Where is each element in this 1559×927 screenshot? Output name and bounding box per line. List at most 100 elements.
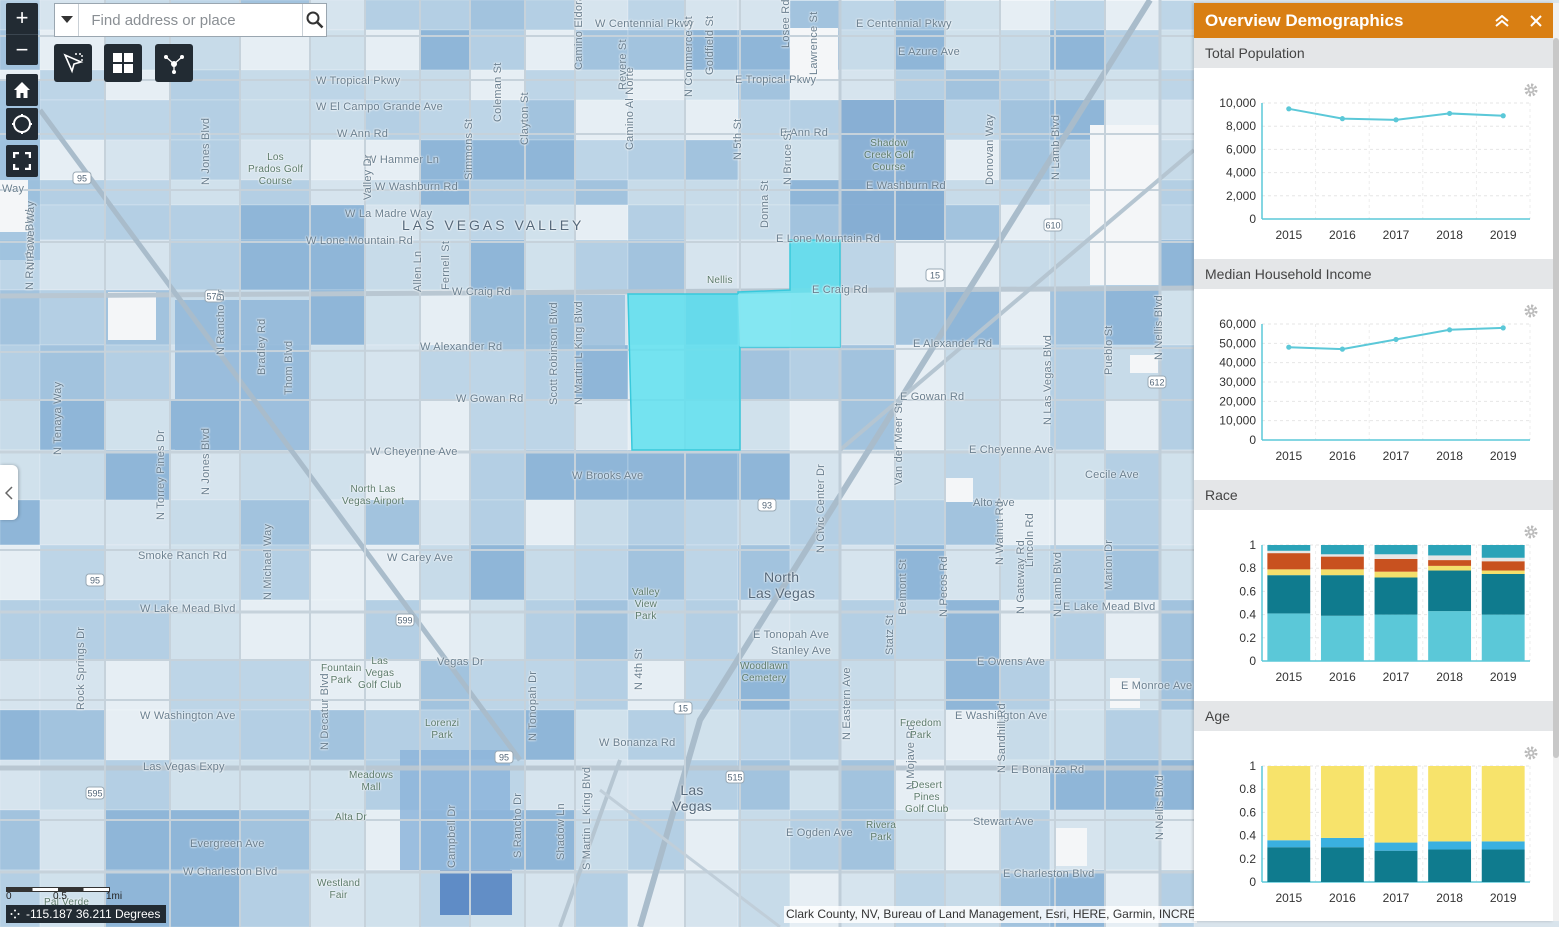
census-tract[interactable] [574,499,629,546]
census-tract[interactable] [999,0,1051,31]
bar-segment[interactable] [1428,555,1472,561]
zoom-out-button[interactable]: − [6,34,38,66]
census-tract[interactable] [469,544,526,601]
census-tract[interactable] [684,179,739,206]
census-tract[interactable] [419,69,471,101]
bar-segment[interactable] [1267,575,1311,614]
census-tract[interactable] [524,0,576,31]
census-tract[interactable] [104,449,171,501]
census-tract[interactable] [839,344,896,401]
census-tract[interactable] [789,709,841,761]
census-tract[interactable] [627,139,686,181]
census-tract[interactable] [169,499,241,546]
bar-segment[interactable] [1267,766,1311,841]
census-tract[interactable] [574,204,629,241]
census-tract[interactable] [524,399,576,451]
share-button[interactable] [155,44,193,82]
census-tract[interactable] [309,659,366,711]
census-tract[interactable] [239,239,311,291]
census-tract[interactable] [0,599,41,661]
census-tract[interactable] [524,869,576,927]
census-tract[interactable] [839,69,896,101]
settings-gear-icon[interactable] [1523,524,1539,540]
census-tract[interactable] [524,544,576,601]
census-tract[interactable] [1049,344,1106,401]
bar-segment[interactable] [1374,571,1418,578]
bar-segment[interactable] [1481,570,1525,574]
data-point[interactable] [1339,116,1345,122]
census-tract[interactable] [789,599,841,661]
census-tract[interactable] [364,869,421,927]
census-tract[interactable] [104,139,171,181]
census-tract[interactable] [944,0,1001,31]
census-tract[interactable] [684,204,739,241]
census-tract[interactable] [309,544,366,601]
census-tract[interactable] [894,399,946,451]
census-tract[interactable] [469,69,526,101]
census-tract[interactable] [469,499,526,546]
census-tract[interactable] [39,399,106,451]
census-tract[interactable] [999,499,1051,546]
census-tract[interactable] [684,869,739,927]
section-header-income[interactable]: Median Household Income [1194,259,1553,289]
census-tract[interactable] [1159,499,1195,546]
census-tract[interactable] [1159,0,1195,31]
census-tract[interactable] [894,239,946,291]
bar-segment[interactable] [1428,611,1472,661]
census-tract[interactable] [1104,499,1161,546]
census-tract[interactable] [1159,179,1195,206]
census-tract[interactable] [1104,449,1161,501]
census-tract[interactable] [574,239,629,291]
bar-segment[interactable] [1428,560,1472,566]
bar-segment[interactable] [1374,554,1418,559]
census-tract[interactable] [419,449,471,501]
census-tract[interactable] [737,344,791,401]
census-tract[interactable] [839,544,896,601]
census-tract[interactable] [309,869,366,927]
census-tract[interactable] [737,869,791,927]
census-tract[interactable] [39,139,106,181]
bar-segment[interactable] [1320,545,1364,555]
data-point[interactable] [1286,344,1292,350]
census-tract[interactable] [419,139,471,181]
census-tract[interactable] [999,239,1051,291]
census-tract[interactable] [39,289,106,346]
bar-segment[interactable] [1481,841,1525,850]
search-source-dropdown[interactable] [55,4,80,36]
census-tract[interactable] [1049,709,1106,761]
census-tract[interactable] [737,179,791,206]
census-tract[interactable] [737,399,791,451]
census-tract[interactable] [627,544,686,601]
census-tract[interactable] [839,499,896,546]
census-tract[interactable] [1104,709,1161,761]
census-tract[interactable] [469,399,526,451]
census-tract[interactable] [1049,544,1106,601]
census-tract[interactable] [737,709,791,761]
census-tract[interactable] [999,449,1051,501]
census-tract[interactable] [789,399,841,451]
census-tract[interactable] [684,544,739,601]
panel-scrollbar-thumb[interactable] [1553,38,1559,758]
census-tract[interactable] [239,709,311,761]
bar-segment[interactable] [1320,569,1364,576]
bar-segment[interactable] [1428,766,1472,842]
census-tract[interactable] [789,204,841,241]
census-tract[interactable] [627,599,686,661]
census-tract[interactable] [789,449,841,501]
census-tract[interactable] [789,659,841,711]
census-tract[interactable] [309,599,366,661]
bar-segment[interactable] [1374,842,1418,851]
census-tract[interactable] [1159,204,1195,241]
census-tract[interactable] [627,179,686,206]
census-tract[interactable] [309,344,366,401]
census-tract[interactable] [574,869,629,927]
bar-segment[interactable] [1428,545,1472,556]
bar-segment[interactable] [1374,614,1418,661]
section-header-race[interactable]: Race [1194,480,1553,510]
data-point[interactable] [1447,327,1453,333]
data-point[interactable] [1393,336,1399,343]
census-tract[interactable] [104,599,171,661]
census-tract[interactable] [169,659,241,711]
census-tract[interactable] [1159,599,1195,661]
settings-gear-icon[interactable] [1523,745,1539,761]
